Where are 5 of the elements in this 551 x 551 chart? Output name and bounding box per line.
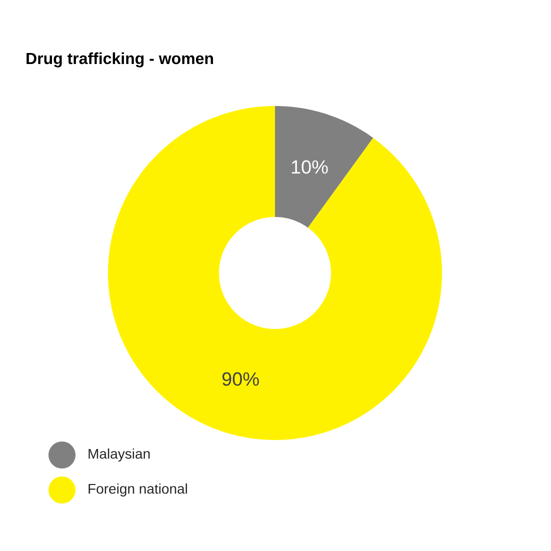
legend-label: Malaysian bbox=[88, 448, 150, 462]
chart-title: Drug trafficking - women bbox=[26, 52, 213, 68]
data-label: 90% bbox=[222, 372, 259, 386]
data-label: 10% bbox=[292, 160, 328, 174]
legend-label: Foreign national bbox=[88, 483, 187, 497]
